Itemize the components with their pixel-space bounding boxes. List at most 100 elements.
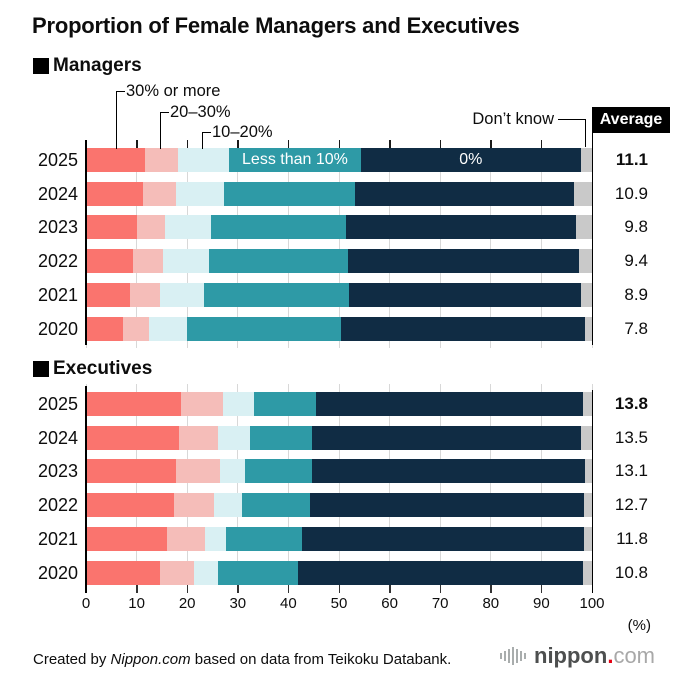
bottom-tick xyxy=(540,585,543,593)
tick-label: 0 xyxy=(81,595,91,612)
average-header-badge: Average xyxy=(592,107,670,133)
top-tick xyxy=(338,140,340,148)
logo-name: nippon xyxy=(534,643,608,668)
footer-credit: Created by Nippon.com based on data from… xyxy=(33,651,451,668)
tick-label: 10 xyxy=(128,595,145,612)
bar-row xyxy=(86,249,592,274)
bar-row xyxy=(86,560,592,585)
top-tick xyxy=(287,140,290,148)
gridline xyxy=(490,384,492,585)
annotation-connector xyxy=(558,119,586,147)
bar-row xyxy=(86,316,592,341)
top-tick xyxy=(439,140,442,148)
bar-segment-10-20- xyxy=(193,560,218,585)
in-bar-category-label: 0% xyxy=(459,151,483,168)
average-value: 13.5 xyxy=(614,427,648,447)
year-label: 2025 xyxy=(37,394,78,414)
bar-segment-30-or-more xyxy=(86,459,177,484)
executives-section-heading: Executives xyxy=(33,358,152,380)
bar-segment-20-30- xyxy=(143,181,177,206)
bar-segment-10-20- xyxy=(164,215,211,240)
bar-segment-20-30- xyxy=(145,148,178,172)
managers-section-heading: Managers xyxy=(33,55,142,77)
average-value: 11.8 xyxy=(616,528,648,548)
average-value: 13.1 xyxy=(614,461,648,481)
chart-title: Proportion of Female Managers and Execut… xyxy=(32,13,520,38)
logo-tld: com xyxy=(613,643,655,668)
gridline xyxy=(237,140,239,348)
bar-segment-less-than-10-: Less than 10% xyxy=(229,148,361,172)
bar-segment-0- xyxy=(349,282,582,307)
bar-segment-10-20- xyxy=(205,526,226,551)
bar-segment-less-than-10- xyxy=(203,282,350,307)
tick-label: 90 xyxy=(533,595,550,612)
bar-segment-don-t-know xyxy=(581,282,592,307)
bar-segment-20-30- xyxy=(179,425,218,450)
right-axis-line xyxy=(591,390,593,593)
bar-segment-less-than-10- xyxy=(249,425,312,450)
average-value: 9.8 xyxy=(624,217,648,237)
year-label: 2024 xyxy=(37,427,78,448)
bar-row xyxy=(86,181,592,206)
tick-label: 100 xyxy=(579,595,605,612)
bar-segment-0- xyxy=(309,493,584,518)
bar-row xyxy=(86,282,592,307)
executives-heading-label: Executives xyxy=(53,358,153,379)
year-label: 2021 xyxy=(37,284,78,305)
bar-segment-don-t-know xyxy=(576,215,592,240)
bar-segment-0-: 0% xyxy=(360,148,581,172)
average-value: 13.8 xyxy=(614,394,648,413)
axis-unit-label: (%) xyxy=(627,617,651,634)
sound-bars-icon xyxy=(500,647,528,665)
footer-prefix: Created by xyxy=(33,651,111,668)
bar-segment-30-or-more xyxy=(86,282,130,307)
in-bar-category-label: Less than 10% xyxy=(242,151,348,168)
gridline xyxy=(389,384,391,585)
bar-segment-don-t-know xyxy=(582,560,592,585)
bar-segment-less-than-10- xyxy=(225,526,303,551)
bar-segment-0- xyxy=(340,316,586,341)
bottom-tick xyxy=(287,585,290,593)
bar-segment-less-than-10- xyxy=(187,316,341,341)
bar-segment-10-20- xyxy=(223,392,255,416)
bar-segment-0- xyxy=(311,459,585,484)
bar-segment-20-30- xyxy=(181,392,224,416)
bar-segment-30-or-more xyxy=(86,392,182,416)
bar-segment-don-t-know xyxy=(584,459,592,484)
bar-segment-don-t-know xyxy=(580,148,592,172)
category-annotation: Don’t know xyxy=(472,110,554,128)
gridline xyxy=(186,384,188,585)
bar-segment-10-20- xyxy=(159,282,204,307)
annotation-connector xyxy=(115,91,125,149)
footer-source-site: Nippon.com xyxy=(110,651,191,668)
bar-segment-10-20- xyxy=(176,181,225,206)
bar-segment-30-or-more xyxy=(86,215,138,240)
top-tick xyxy=(136,140,138,148)
bar-segment-less-than-10- xyxy=(217,560,298,585)
bar-row: Less than 10% 0% xyxy=(86,148,592,172)
bar-row xyxy=(86,459,592,484)
bar-segment-20-30- xyxy=(166,526,206,551)
bar-segment-30-or-more xyxy=(86,493,175,518)
gridline xyxy=(338,140,340,348)
bar-segment-0- xyxy=(302,526,585,551)
year-label: 2025 xyxy=(37,150,78,170)
managers-heading-label: Managers xyxy=(53,55,142,76)
bar-segment-20-30- xyxy=(133,249,164,274)
bar-segment-30-or-more xyxy=(86,148,146,172)
tick-label: 80 xyxy=(482,595,500,612)
right-axis-line xyxy=(591,133,593,345)
bar-segment-10-20- xyxy=(219,459,246,484)
gridline xyxy=(237,384,239,585)
bar-segment-don-t-know xyxy=(580,425,592,450)
bar-segment-0- xyxy=(346,215,577,240)
gridline xyxy=(439,140,441,348)
bar-segment-20-30- xyxy=(174,493,214,518)
bar-segment-30-or-more xyxy=(86,316,123,341)
gridline xyxy=(136,140,138,348)
gridline xyxy=(186,140,188,348)
bar-segment-30-or-more xyxy=(86,425,180,450)
average-value: 12.7 xyxy=(614,495,648,515)
tick-label: 50 xyxy=(330,595,348,612)
